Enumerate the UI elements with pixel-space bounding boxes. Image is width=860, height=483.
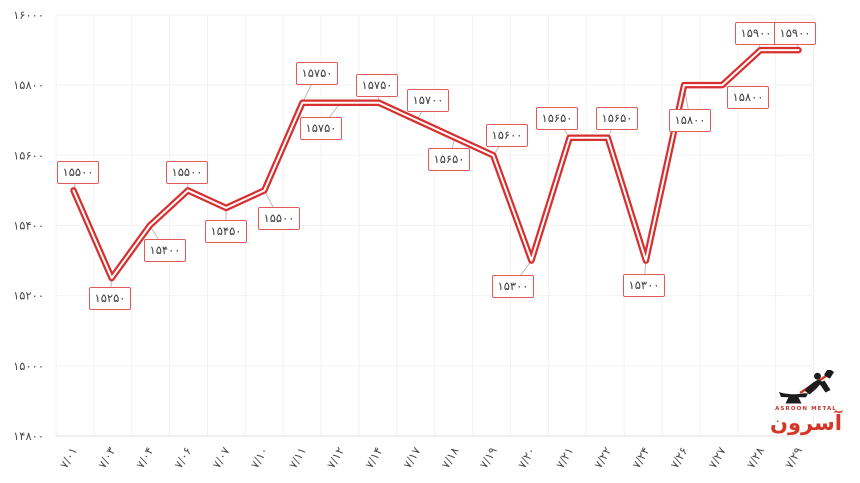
blacksmith-body	[804, 379, 822, 394]
asroon-logo: ASROON METAL آسرون	[765, 369, 847, 435]
y-axis-tick-label: ۱۵۸۰۰	[13, 78, 44, 92]
x-axis-tick-label: ۷/۲۴	[629, 445, 652, 471]
x-axis-tick-label: ۷/۲۶	[667, 445, 690, 471]
price-line-core	[72, 49, 800, 280]
blacksmith-icon	[779, 369, 834, 403]
x-axis-tick-label: ۷/۱۴	[362, 445, 385, 471]
annotation-connectors	[73, 32, 800, 299]
annotation-connector	[512, 260, 532, 287]
blacksmith-arm	[819, 380, 831, 392]
y-axis-tick-label: ۱۶۰۰۰	[13, 8, 44, 22]
x-axis-tick-label: ۷/۱۱	[286, 445, 309, 471]
x-axis-tick-label: ۷/۲۰	[515, 445, 538, 471]
annotation-connector	[320, 102, 342, 129]
x-axis-tick-label: ۷/۲۲	[591, 445, 614, 471]
annotation-connector	[263, 190, 280, 219]
annotation-connector	[607, 117, 618, 139]
annotation-connector	[643, 260, 647, 286]
x-axis-tick-label: ۷/۰۳	[95, 445, 118, 471]
logo-brand-text: آسرون	[770, 411, 842, 435]
annotation-connector	[556, 117, 571, 139]
annotation-connector	[149, 225, 166, 251]
x-axis-tick-label: ۷/۲۹	[782, 445, 805, 471]
x-axis-tick-label: ۷/۱۸	[438, 445, 461, 471]
x-axis-tick-label: ۷/۰۶	[171, 445, 194, 471]
y-axis-tick-label: ۱۵۴۰۰	[13, 219, 44, 233]
y-axis-tick-label: ۱۵۶۰۰	[13, 148, 44, 162]
annotation-connector	[416, 99, 429, 121]
x-axis-tick-label: ۷/۰۱	[57, 445, 80, 471]
annotation-connector	[302, 72, 318, 103]
x-axis-tick-label: ۷/۱۷	[400, 445, 423, 471]
y-axis-tick-label: ۱۵۲۰۰	[13, 289, 44, 303]
x-axis-tick-label: ۷/۱۲	[324, 445, 347, 471]
x-axis-tick-label: ۷/۰۴	[133, 445, 156, 471]
gridlines	[55, 14, 814, 437]
x-axis-tick-label: ۷/۱۹	[477, 445, 500, 471]
x-axis-tick-label: ۷/۲۸	[744, 445, 767, 471]
annotation-connector	[722, 84, 749, 98]
x-axis-tick-label: ۷/۲۷	[705, 445, 728, 471]
y-axis-tick-label: ۱۵۰۰۰	[13, 359, 44, 373]
blacksmith-head	[814, 372, 821, 380]
x-axis-tick-label: ۷/۲۱	[553, 445, 576, 471]
annotation-connector	[492, 134, 508, 156]
anvil-shape	[779, 391, 808, 403]
x-axis-tick-label: ۷/۰۷	[209, 445, 232, 471]
logo-caption-text: ASROON METAL	[775, 405, 837, 412]
hammer-head	[824, 369, 834, 378]
price-series	[70, 46, 802, 282]
y-axis-tick-label: ۱۴۸۰۰	[13, 429, 44, 443]
x-axis-tick-label: ۷/۱۰	[248, 445, 271, 471]
